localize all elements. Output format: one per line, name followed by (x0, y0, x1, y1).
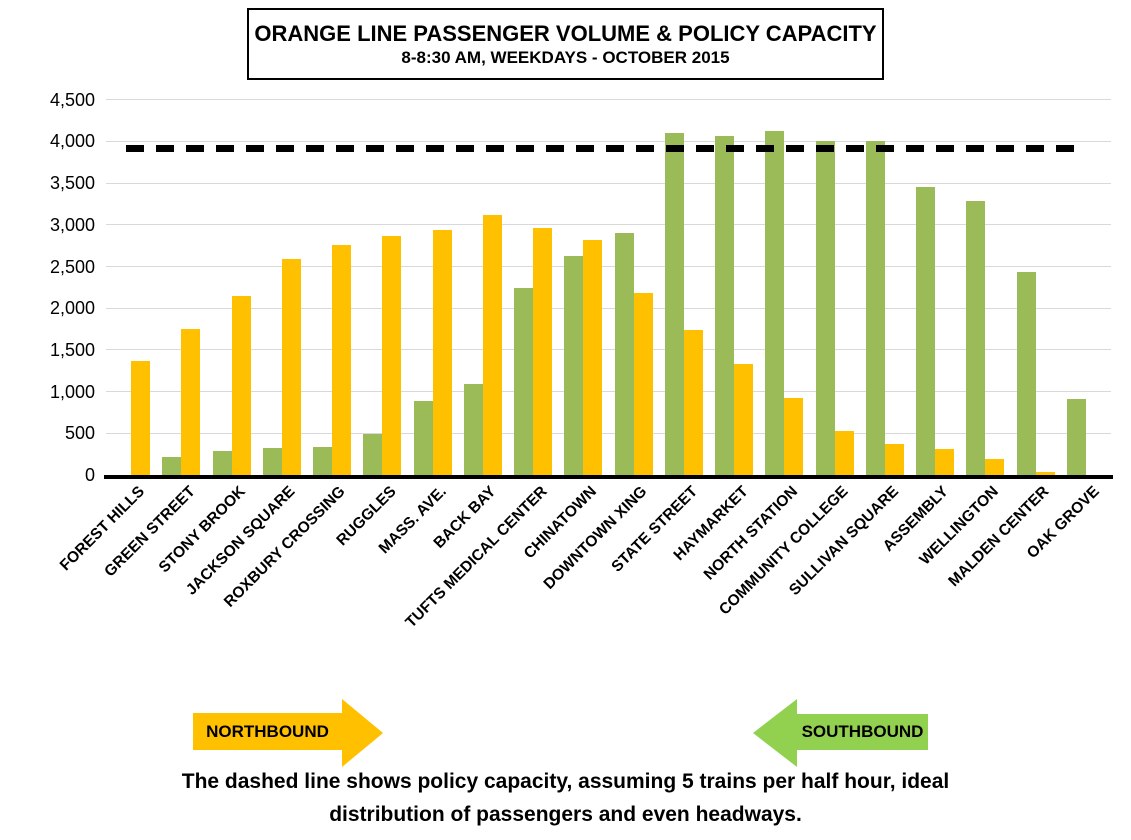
bar-southbound-community-college (815, 140, 835, 475)
bar-southbound-oak-grove (1066, 399, 1086, 475)
bar-northbound-back-bay (482, 214, 502, 475)
y-axis-tick-0: 0 (84, 465, 95, 485)
bar-northbound-chinatown (583, 239, 603, 475)
caption: The dashed line shows policy capacity, a… (0, 766, 1131, 831)
bar-southbound-wellington (966, 201, 986, 475)
gridline-4000 (106, 140, 1111, 142)
bar-southbound-green-street (162, 456, 182, 475)
y-axis-tick-500: 500 (64, 423, 95, 444)
bar-northbound-jackson-square (281, 258, 301, 475)
caption-line-1: The dashed line shows policy capacity, a… (181, 770, 950, 793)
bar-northbound-tufts-medical-center (533, 228, 553, 475)
bar-northbound-north-station (784, 398, 804, 475)
bar-southbound-sullivan-square (865, 141, 885, 475)
y-axis-tick-3500: 3,500 (49, 173, 95, 194)
bar-northbound-stony-brook (231, 295, 251, 475)
bar-northbound-downtown-xing (633, 293, 653, 475)
y-axis-tick-3000: 3,000 (49, 214, 95, 235)
bar-northbound-state-street (683, 329, 703, 475)
northbound-arrow: NORTHBOUND (193, 713, 342, 750)
southbound-arrow-head-icon (753, 699, 797, 767)
gridline-3500 (106, 182, 1111, 184)
bar-southbound-downtown-xing (614, 233, 634, 475)
gridline-4500 (106, 99, 1111, 101)
bar-southbound-chinatown (564, 255, 584, 475)
bar-southbound-roxbury-crossing (313, 447, 333, 475)
bar-southbound-north-station (765, 131, 785, 475)
bar-southbound-haymarket (715, 136, 735, 475)
gridline-1500 (106, 349, 1111, 351)
bar-southbound-malden-center (1016, 271, 1036, 475)
y-axis-tick-2500: 2,500 (49, 256, 95, 277)
bar-southbound-state-street (664, 133, 684, 475)
x-axis-label-stony-brook: STONY BROOK (155, 483, 249, 577)
bar-southbound-tufts-medical-center (514, 288, 534, 475)
bar-northbound-ruggles (382, 236, 402, 475)
gridline-2000 (106, 307, 1111, 309)
bar-northbound-malden-center (1035, 472, 1055, 475)
gridline-2500 (106, 266, 1111, 267)
bar-southbound-jackson-square (262, 448, 282, 475)
gridline-3000 (106, 224, 1111, 226)
bar-northbound-roxbury-crossing (332, 244, 352, 475)
bar-southbound-assembly (916, 187, 936, 475)
gridline-1000 (106, 391, 1111, 393)
bar-northbound-wellington (985, 459, 1005, 475)
y-axis-tick-4500: 4,500 (49, 89, 95, 110)
bar-northbound-haymarket (734, 364, 754, 475)
southbound-arrow-label: SOUTHBOUND (801, 722, 924, 741)
bar-northbound-assembly (935, 449, 955, 475)
policy-capacity-dashed-line (126, 144, 1083, 152)
y-axis-tick-4000: 4,000 (49, 131, 95, 152)
x-axis-label-forest-hills: FOREST HILLS (56, 483, 149, 575)
chart-title: ORANGE LINE PASSENGER VOLUME & POLICY CA… (254, 20, 877, 46)
chart-title-box: ORANGE LINE PASSENGER VOLUME & POLICY CA… (247, 8, 884, 80)
y-axis-tick-1500: 1,500 (49, 339, 95, 360)
x-axis-line (104, 474, 1113, 479)
bar-northbound-green-street (181, 329, 201, 475)
bar-southbound-back-bay (463, 384, 483, 475)
southbound-arrow: SOUTHBOUND (797, 714, 928, 750)
y-axis-tick-2000: 2,000 (49, 298, 95, 319)
bar-southbound-mass-ave (413, 400, 433, 475)
bar-southbound-ruggles (363, 434, 383, 475)
caption-line-2: distribution of passengers and even head… (329, 802, 802, 826)
northbound-arrow-label: NORTHBOUND (206, 721, 329, 741)
chart-subtitle: 8-8:30 AM, WEEKDAYS - OCTOBER 2015 (401, 48, 730, 68)
northbound-arrow-head-icon (342, 699, 383, 767)
bar-northbound-forest-hills (131, 360, 151, 475)
x-axis-label-state-street: STATE STREET (608, 483, 701, 576)
gridline-500 (106, 432, 1111, 434)
bar-northbound-mass-ave (432, 229, 452, 475)
x-axis-label-north-station: NORTH STATION (700, 483, 802, 584)
bar-southbound-stony-brook (212, 450, 232, 475)
bar-northbound-community-college (834, 430, 854, 475)
bar-northbound-sullivan-square (884, 444, 904, 475)
y-axis-tick-1000: 1,000 (49, 381, 95, 402)
x-axis-label-green-street: GREEN STREET (101, 483, 199, 581)
